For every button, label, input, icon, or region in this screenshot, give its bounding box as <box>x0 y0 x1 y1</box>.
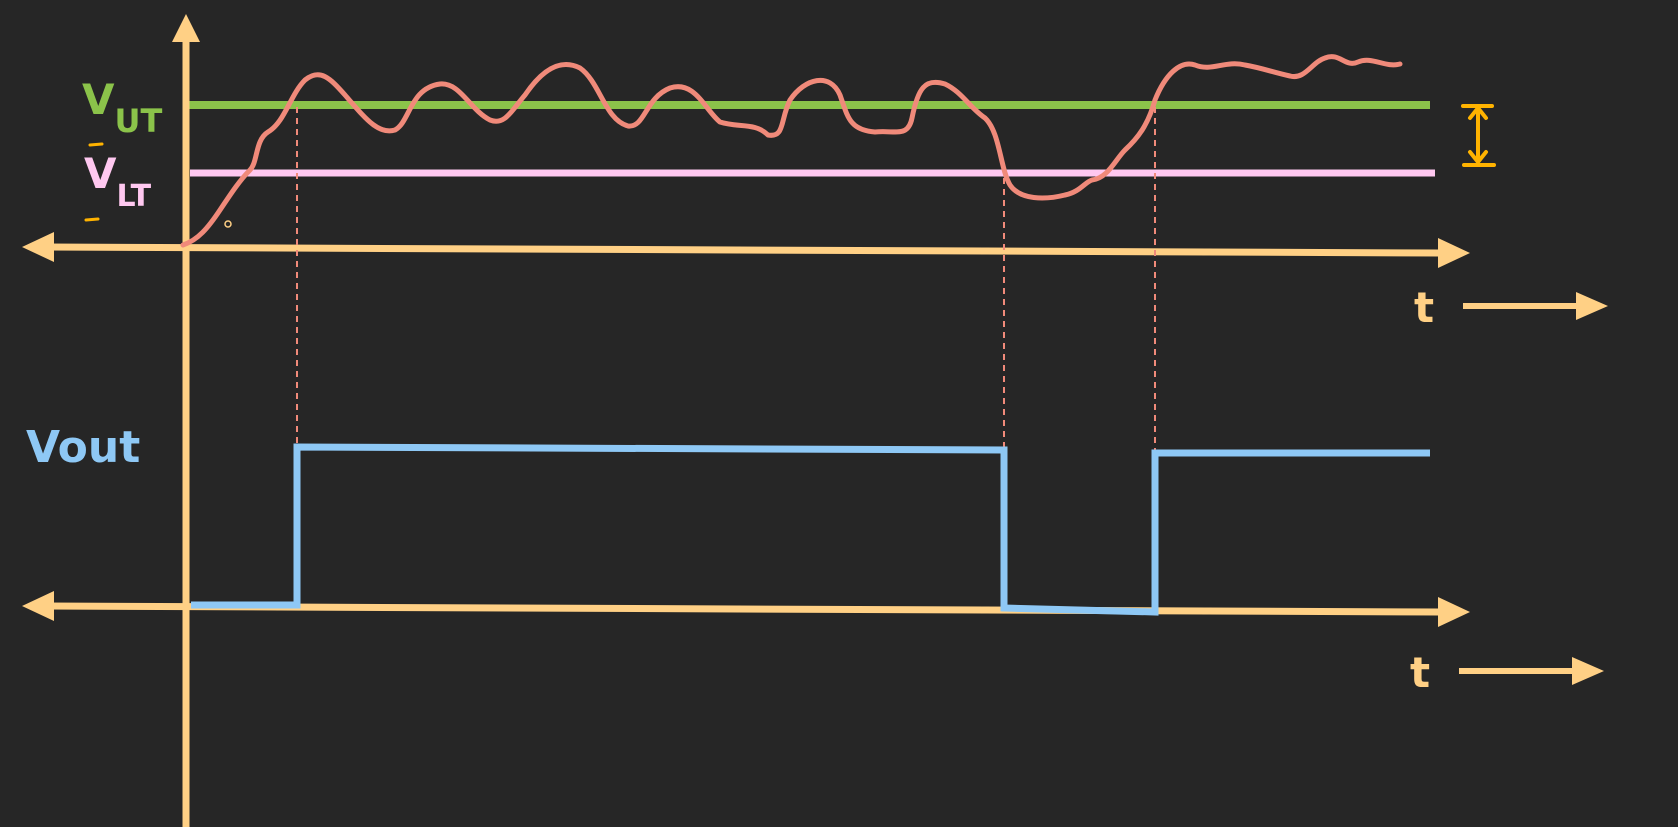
label-time-top: t <box>1414 283 1434 332</box>
input-signal-curve <box>180 54 1403 248</box>
label-vut-main: V <box>82 75 115 124</box>
top-axis-left-arrowhead <box>22 232 54 262</box>
bottom-axis-left-arrowhead <box>22 591 54 621</box>
time-direction-arrow-bottom <box>1459 657 1604 685</box>
vertical-axis <box>172 14 200 827</box>
stray-dot <box>224 220 232 228</box>
top-axis-right-arrowhead <box>1438 238 1470 268</box>
switching-guides <box>296 107 1156 452</box>
label-vlt: VLT <box>84 149 152 214</box>
top-time-axis <box>22 232 1470 268</box>
time-direction-arrow-top <box>1463 292 1608 320</box>
hysteresis-marker <box>1461 104 1496 167</box>
dash-mark-vut <box>88 142 104 147</box>
label-vout: Vout <box>26 422 140 473</box>
output-signal-waveform <box>191 443 1430 616</box>
bottom-time-axis <box>22 591 1470 627</box>
dash-mark-vlt <box>84 217 100 222</box>
vertical-axis-arrowhead <box>172 14 200 42</box>
label-vlt-sub: LT <box>117 179 152 214</box>
label-time-bottom: t <box>1410 648 1430 697</box>
label-vlt-main: V <box>84 149 117 198</box>
bottom-axis-right-arrowhead <box>1438 597 1470 627</box>
label-vut-sub: UT <box>115 102 163 140</box>
label-vut: VUT <box>82 75 163 140</box>
